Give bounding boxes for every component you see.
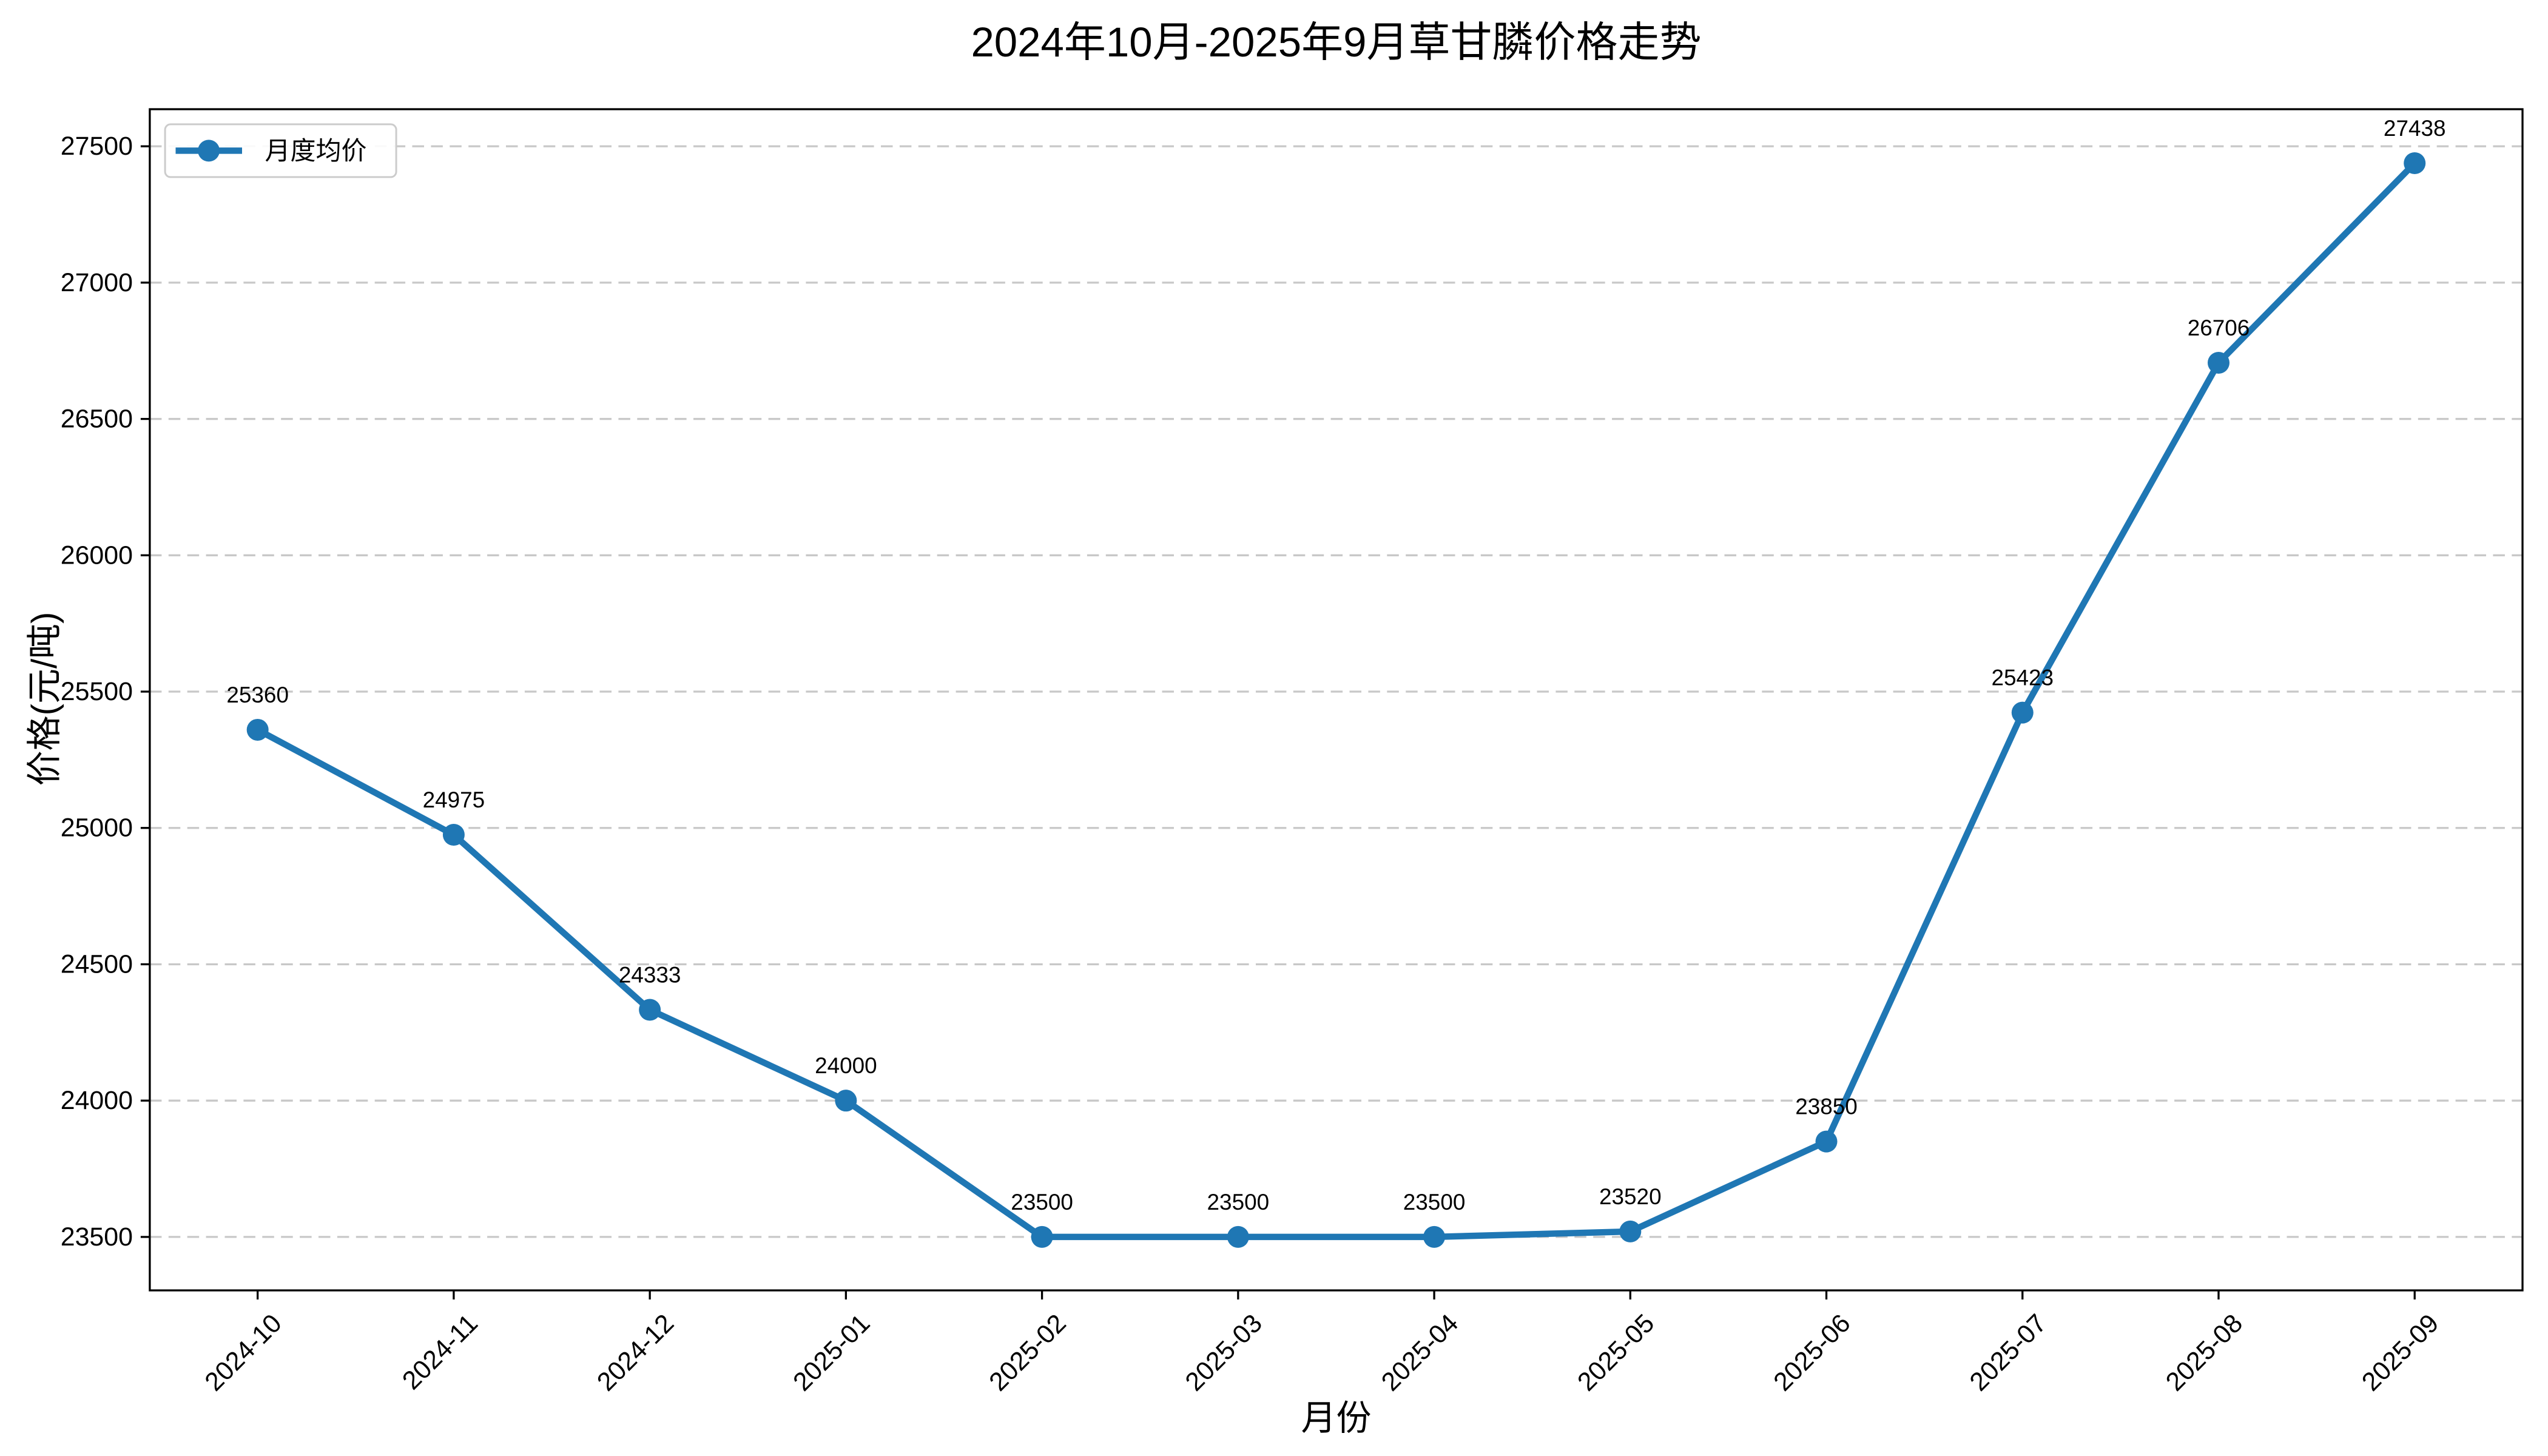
y-tick-label: 23500 xyxy=(61,1222,133,1252)
x-tick-label: 2025-01 xyxy=(787,1309,875,1397)
data-point-2025-01 xyxy=(835,1090,857,1112)
y-tick-label: 25000 xyxy=(61,814,133,843)
data-point-2025-07 xyxy=(2011,701,2034,724)
point-label: 23500 xyxy=(1011,1190,1073,1215)
data-point-2025-08 xyxy=(2207,351,2230,374)
axes-frame xyxy=(149,108,2524,1292)
chart-title: 2024年10月-2025年9月草甘膦价格走势 xyxy=(971,19,1702,66)
point-label: 23850 xyxy=(1795,1094,1858,1119)
x-tick-label: 2024-10 xyxy=(200,1309,288,1397)
data-point-2025-02 xyxy=(1031,1225,1053,1248)
x-tick-label: 2025-08 xyxy=(2160,1309,2248,1397)
data-point-2025-09 xyxy=(2404,152,2426,174)
y-axis-label: 价格(元/吨) xyxy=(25,612,64,786)
point-label: 23520 xyxy=(1599,1184,1662,1209)
x-tick-label: 2025-05 xyxy=(1572,1309,1660,1397)
data-point-2025-03 xyxy=(1227,1225,1249,1248)
point-label: 23500 xyxy=(1207,1190,1270,1215)
point-label: 27438 xyxy=(2384,116,2446,141)
y-tick-label: 24500 xyxy=(61,949,133,979)
y-tick-label: 26000 xyxy=(61,541,133,570)
x-tick-label: 2025-06 xyxy=(1768,1309,1856,1397)
x-tick-label: 2025-02 xyxy=(983,1309,1071,1397)
x-tick-label: 2025-07 xyxy=(1964,1309,2052,1397)
legend-label: 月度均价 xyxy=(265,136,367,165)
legend-box xyxy=(164,123,397,178)
legend-marker xyxy=(198,140,220,162)
y-tick-label: 24000 xyxy=(61,1086,133,1115)
x-axis-label: 月份 xyxy=(1301,1398,1372,1438)
y-tick-label: 26500 xyxy=(61,405,133,434)
point-label: 25360 xyxy=(226,682,289,707)
y-tick-label: 27500 xyxy=(61,132,133,161)
point-label: 25423 xyxy=(1991,666,2054,690)
x-tick-label: 2025-09 xyxy=(2356,1309,2444,1397)
legend: 月度均价 xyxy=(164,123,397,178)
x-tick-label: 2024-12 xyxy=(592,1309,679,1397)
point-label: 26706 xyxy=(2188,315,2250,340)
x-tick-label: 2025-03 xyxy=(1180,1309,1268,1397)
y-tick-label: 27000 xyxy=(61,268,133,297)
x-tick-label: 2024-11 xyxy=(397,1309,484,1395)
data-point-2025-06 xyxy=(1815,1130,1838,1153)
y-tick-label: 25500 xyxy=(61,677,133,706)
point-label: 24333 xyxy=(619,963,681,988)
point-label: 23500 xyxy=(1403,1190,1466,1215)
data-point-2025-04 xyxy=(1423,1225,1446,1248)
point-label: 24000 xyxy=(815,1053,877,1078)
price-line xyxy=(254,160,2418,1241)
data-point-2024-11 xyxy=(442,823,465,846)
data-point-2025-05 xyxy=(1619,1220,1642,1242)
data-point-2024-12 xyxy=(639,999,661,1021)
point-label: 24975 xyxy=(423,787,485,812)
x-tick-label: 2025-04 xyxy=(1376,1309,1464,1397)
data-point-2024-10 xyxy=(246,718,269,741)
